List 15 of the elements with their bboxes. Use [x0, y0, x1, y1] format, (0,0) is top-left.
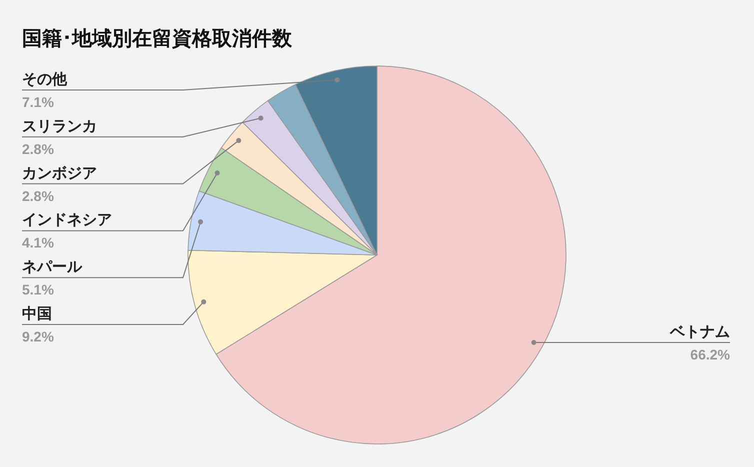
slice-label: ベトナム: [669, 323, 730, 340]
slice-label: スリランカ: [22, 118, 97, 135]
data-label: 2.8%: [22, 140, 54, 157]
data-label: 7.1%: [22, 94, 54, 110]
slice-label: ネパール: [22, 258, 83, 276]
slice-label: インドネシア: [22, 212, 112, 229]
data-label: 4.1%: [22, 234, 54, 251]
data-label: 5.1%: [22, 282, 54, 298]
slice-label: その他: [22, 71, 68, 88]
slice-label: 中国: [22, 306, 52, 322]
chart-title: 国籍･地域別在留資格取消件数: [22, 28, 293, 50]
slice-label: カンボジア: [22, 164, 97, 182]
data-label: 66.2%: [690, 346, 731, 362]
data-label: 2.8%: [22, 188, 54, 204]
data-label: 9.2%: [22, 328, 54, 344]
